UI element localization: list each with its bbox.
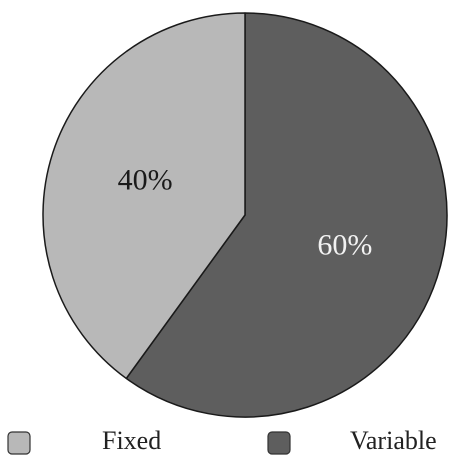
pie-slices [42, 12, 448, 418]
legend-label-fixed: Fixed [102, 426, 161, 455]
pie-slice-fixed [42, 12, 246, 380]
legend-swatch-fixed [7, 431, 31, 455]
legend-label-variable: Variable [350, 426, 437, 455]
legend-swatch-variable [267, 431, 291, 455]
slice-label-variable: 60% [317, 228, 372, 261]
legend: Fixed Variable [7, 426, 437, 455]
pie-slice-labels: 60% 40% [118, 163, 373, 261]
pie-slice-variable [125, 12, 448, 418]
slice-label-fixed: 40% [118, 163, 173, 196]
